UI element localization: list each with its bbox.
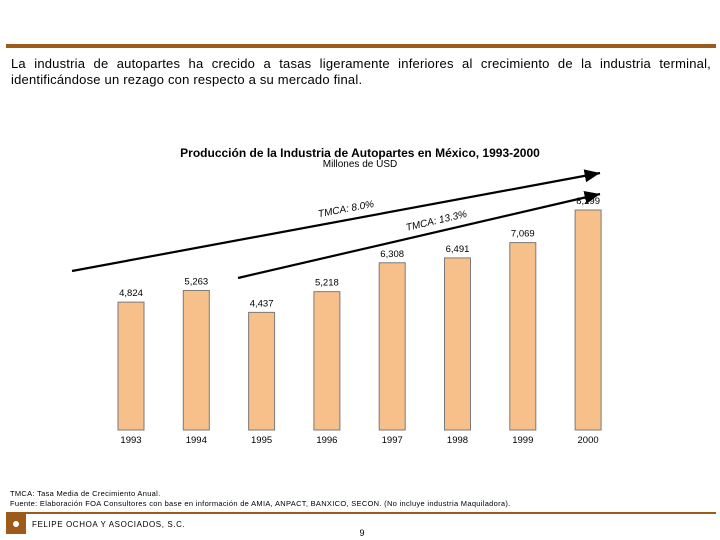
company-name: FELIPE OCHOA Y ASOCIADOS, S.C. bbox=[32, 520, 186, 529]
value-label-1996: 5,218 bbox=[315, 278, 339, 289]
page-number: 9 bbox=[359, 528, 365, 538]
bar-1999 bbox=[509, 242, 537, 431]
value-label-1994: 5,263 bbox=[184, 276, 208, 287]
bar-1993 bbox=[117, 301, 145, 431]
x-tick-label-1997: 1997 bbox=[382, 435, 403, 446]
value-label-1999: 7,069 bbox=[511, 229, 535, 240]
value-label-1998: 6,491 bbox=[446, 244, 470, 255]
x-tick-label-1999: 1999 bbox=[512, 435, 533, 446]
x-tick-label-1996: 1996 bbox=[316, 435, 337, 446]
tmca-label-2: TMCA: 13.3% bbox=[405, 209, 468, 234]
x-tick-label-2000: 2000 bbox=[578, 435, 599, 446]
x-tick-label-1998: 1998 bbox=[447, 435, 468, 446]
x-tick-label-1994: 1994 bbox=[186, 435, 207, 446]
bar-2000 bbox=[574, 209, 602, 431]
bar-1995 bbox=[248, 311, 276, 431]
x-tick-label-1995: 1995 bbox=[251, 435, 272, 446]
footnote-tmca: TMCA: Tasa Media de Crecimiento Anual. bbox=[10, 489, 161, 498]
bar-1996 bbox=[313, 291, 341, 431]
value-label-1993: 4,824 bbox=[119, 288, 143, 299]
x-tick-label-1993: 1993 bbox=[120, 435, 141, 446]
bottom-rule bbox=[6, 512, 716, 514]
top-rule bbox=[6, 44, 716, 48]
bar-1997 bbox=[378, 262, 406, 431]
growth-arrow-2 bbox=[237, 191, 601, 280]
bar-1994 bbox=[182, 289, 210, 431]
chart-subtitle: Millones de USD bbox=[322, 159, 398, 170]
bar-1998 bbox=[444, 257, 471, 431]
footnote-source: Fuente: Elaboración FOA Consultores con … bbox=[10, 499, 511, 508]
company-logo-icon bbox=[6, 514, 26, 534]
growth-arrow-1 bbox=[71, 169, 601, 273]
value-label-1997: 6,308 bbox=[380, 249, 404, 260]
chart-title: Producción de la Industria de Autopartes… bbox=[180, 146, 540, 160]
intro-paragraph: La industria de autopartes ha crecido a … bbox=[11, 56, 711, 87]
value-label-1995: 4,437 bbox=[250, 298, 274, 309]
